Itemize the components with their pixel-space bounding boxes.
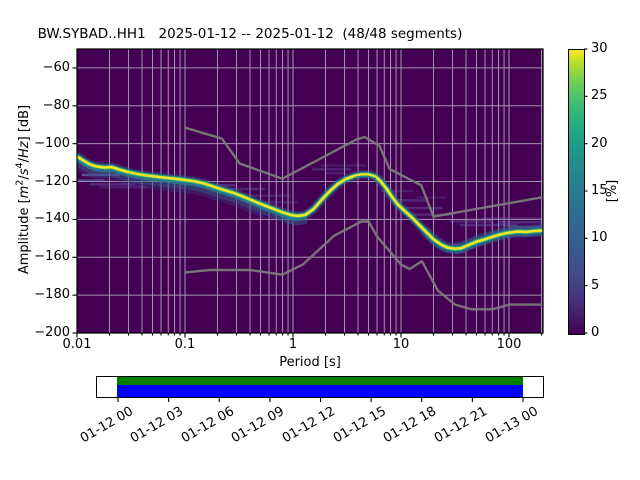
colorbar-tick-label: 25	[591, 88, 608, 104]
timeline-bar	[96, 376, 544, 398]
psd-band-layer	[77, 154, 543, 251]
psd-band-layer	[353, 175, 377, 180]
colorbar-tick-label: 20	[591, 135, 608, 151]
low-noise-model-line	[184, 220, 543, 311]
density-streak	[459, 223, 518, 227]
density-streak	[197, 184, 237, 187]
y-tick-label: −120	[34, 173, 70, 189]
density-streak	[498, 220, 543, 224]
density-streak	[255, 201, 298, 204]
timeline-date-label: 01-12 12	[279, 404, 338, 447]
density-streak	[312, 167, 352, 171]
density-streak	[77, 179, 105, 182]
y-tick-label: −140	[34, 211, 70, 227]
colorbar-tick-label: 10	[591, 230, 608, 246]
psd-band-layer	[77, 158, 307, 221]
x-tick-label: 1	[288, 337, 298, 352]
density-streak	[209, 187, 265, 191]
x-tick-label: 10	[392, 337, 410, 352]
density-streak	[380, 189, 414, 193]
density-streak	[480, 217, 542, 220]
colorbar-tick-label: 15	[591, 183, 608, 198]
colorbar-tick-label: 5	[591, 277, 600, 293]
colorbar	[568, 49, 585, 335]
plot-background	[77, 49, 543, 333]
timeline-date-label: 01-12 09	[229, 404, 288, 447]
psd-band-layer	[77, 165, 265, 218]
psd-band-layer	[420, 225, 543, 255]
x-tick-label: 0.01	[62, 337, 92, 352]
psd-band-layer	[77, 161, 308, 226]
x-axis-label: Period [s]	[279, 355, 341, 370]
y-tick-label: −200	[34, 325, 70, 340]
y-tick-label: −80	[42, 97, 70, 113]
density-streak	[81, 173, 120, 177]
psd-band-layer	[77, 153, 543, 252]
x-tick-label: 0.1	[174, 337, 196, 352]
density-streak	[509, 225, 543, 229]
psd-band-layer	[451, 224, 543, 248]
density-streak	[99, 185, 148, 189]
high-noise-model-line	[184, 126, 543, 218]
timeline-date-label: 01-12 03	[128, 404, 187, 447]
density-streak	[89, 183, 136, 186]
y-tick-label: −180	[34, 287, 70, 303]
noise-model-lines	[184, 126, 543, 311]
timeline-date-label: 01-12 00	[77, 404, 136, 447]
density-streak	[405, 213, 453, 216]
psd-band-layer	[423, 232, 543, 255]
density-streak	[325, 171, 345, 175]
density-streak	[390, 199, 429, 202]
plot-interior	[77, 49, 543, 333]
psd-band-layer	[77, 155, 543, 250]
plot-title: BW.SYBAD..HH1 2025-01-12 -- 2025-01-12 (…	[37, 26, 463, 42]
timeline-segment-coverage-stripe	[117, 385, 523, 397]
density-streak	[320, 164, 367, 167]
density-streak	[416, 196, 446, 199]
faint-density-streaks	[77, 164, 543, 229]
colorbar-tick-label: 30	[591, 41, 608, 56]
timeline-date-label: 01-12 15	[330, 404, 389, 447]
psd-band-layer	[77, 152, 543, 254]
density-streak	[449, 219, 493, 223]
timeline-date-label: 01-12 06	[178, 404, 237, 447]
x-tick-label: 100	[496, 337, 522, 352]
timeline-date-label: 01-13 00	[482, 404, 541, 447]
timeline-date-label: 01-12 18	[381, 404, 440, 447]
grid-lines	[77, 49, 543, 333]
colorbar-tick-label: 0	[591, 325, 600, 340]
y-tick-label: −160	[34, 249, 70, 265]
y-tick-label: −100	[34, 135, 70, 151]
timeline-date-label: 01-12 21	[431, 404, 490, 447]
psd-density-band	[77, 152, 543, 255]
timeline-data-availability-stripe	[117, 377, 523, 385]
y-tick-label: −60	[42, 59, 70, 75]
density-streak	[396, 206, 443, 210]
density-streak	[236, 194, 291, 198]
plot-frame	[76, 48, 544, 334]
